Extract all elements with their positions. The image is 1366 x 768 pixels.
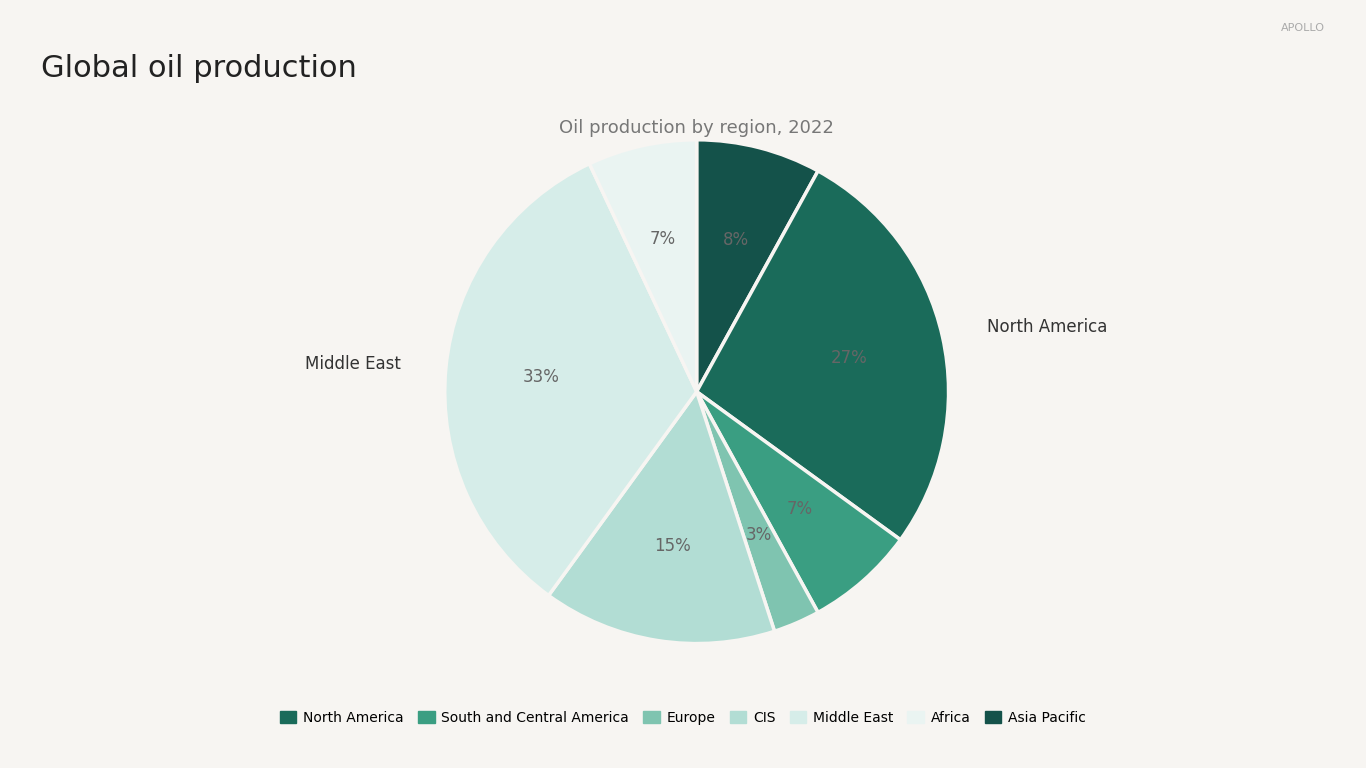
- Wedge shape: [549, 392, 775, 644]
- Wedge shape: [697, 392, 818, 631]
- Text: 3%: 3%: [746, 526, 772, 544]
- Wedge shape: [697, 392, 900, 612]
- Text: APOLLO: APOLLO: [1281, 23, 1325, 33]
- Text: Global oil production: Global oil production: [41, 54, 357, 83]
- Text: Middle East: Middle East: [305, 355, 400, 372]
- Text: North America: North America: [986, 318, 1106, 336]
- Legend: North America, South and Central America, Europe, CIS, Middle East, Africa, Asia: North America, South and Central America…: [275, 705, 1091, 730]
- Text: Oil production by region, 2022: Oil production by region, 2022: [559, 119, 835, 137]
- Text: 7%: 7%: [649, 230, 676, 248]
- Text: 15%: 15%: [654, 537, 691, 555]
- Wedge shape: [445, 164, 697, 595]
- Wedge shape: [697, 140, 818, 392]
- Text: 27%: 27%: [831, 349, 867, 366]
- Wedge shape: [589, 140, 697, 392]
- Wedge shape: [697, 171, 948, 540]
- Text: 8%: 8%: [723, 231, 749, 250]
- Text: 7%: 7%: [787, 500, 813, 518]
- Text: 33%: 33%: [523, 368, 560, 386]
